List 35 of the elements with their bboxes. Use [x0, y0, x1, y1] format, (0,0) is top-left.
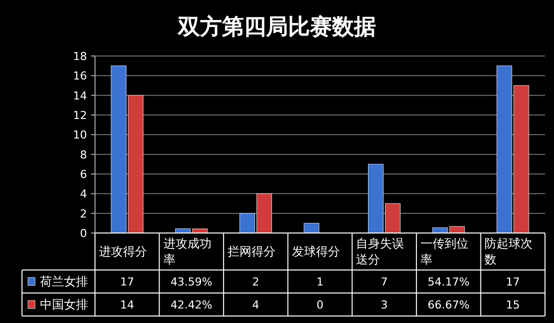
- x-tick-label: 防起球次数: [484, 236, 533, 266]
- data-label: 54.17%: [428, 276, 470, 288]
- data-label: 15: [506, 298, 520, 312]
- y-tick-label: 6: [80, 168, 87, 181]
- x-tick-label: 自身失误送分: [356, 236, 404, 266]
- y-tick-label: 0: [80, 227, 87, 240]
- x-tick-label: 进攻得分: [99, 244, 147, 258]
- legend-label: 荷兰女排: [40, 274, 88, 288]
- y-tick-label: 12: [73, 109, 87, 122]
- y-tick-label: 2: [80, 207, 87, 220]
- y-tick-label: 8: [80, 148, 87, 162]
- x-tick-label: 发球得分: [292, 244, 340, 258]
- data-label: 17: [506, 276, 520, 288]
- data-label: 4: [252, 298, 260, 312]
- x-tick-label: 进攻成功率: [163, 236, 212, 266]
- data-label: 17: [120, 276, 134, 288]
- y-tick-label: 18: [73, 50, 87, 63]
- x-tick-label: 一传到位率: [420, 236, 468, 266]
- data-label: 43.59%: [170, 276, 212, 288]
- y-tick-label: 4: [80, 188, 87, 201]
- data-label: 7: [380, 276, 388, 288]
- legend-label: 中国女排: [40, 298, 88, 312]
- chart-title: 双方第四局比赛数据: [177, 14, 376, 40]
- y-tick-label: 14: [73, 89, 87, 102]
- x-tick-label: 拦网得分: [228, 244, 276, 258]
- y-tick-label: 10: [73, 128, 87, 142]
- data-label: 1: [316, 276, 324, 288]
- data-label: 2: [252, 276, 260, 288]
- y-tick-label: 16: [73, 70, 87, 83]
- data-label: 3: [380, 298, 388, 312]
- data-label: 0: [316, 298, 324, 312]
- data-label: 66.67%: [428, 298, 470, 312]
- bar: [304, 222, 320, 234]
- data-label: 42.42%: [170, 298, 212, 312]
- data-label: 14: [120, 298, 134, 312]
